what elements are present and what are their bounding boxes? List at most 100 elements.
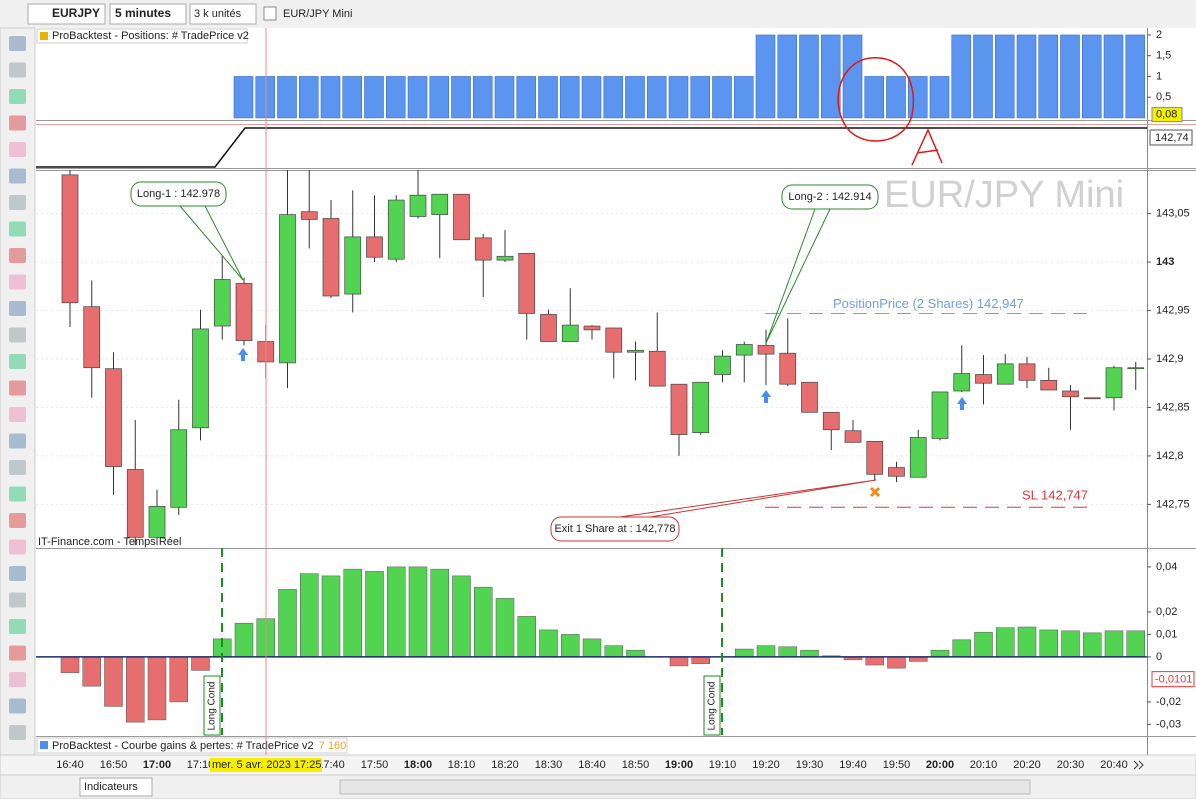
tool-icon[interactable] (9, 195, 26, 210)
y-tick-label: 142,75 (1156, 498, 1190, 510)
position-bar (777, 34, 798, 119)
candle-body (735, 344, 753, 356)
annotation-pointer (179, 205, 244, 281)
panel-title-text: ProBacktest - Courbe gains & pertes: # T… (52, 740, 314, 752)
x-tick-label: 20:40 (1100, 759, 1128, 771)
indicators-button[interactable] (79, 777, 153, 797)
price-axis (1148, 28, 1196, 755)
position-bar (646, 76, 667, 119)
candle-body (192, 328, 209, 429)
candle-body (953, 373, 971, 392)
x-tick-label: 20:00 (926, 759, 954, 771)
tool-icon[interactable] (9, 725, 26, 740)
tool-icon[interactable] (9, 486, 26, 502)
units: 3 k unités (194, 8, 242, 20)
scrollbar[interactable] (339, 779, 1031, 795)
position-bar (364, 76, 384, 119)
tool-icon[interactable] (9, 619, 26, 634)
candle-body (496, 255, 514, 261)
equity-bar (952, 639, 971, 658)
candle-body (561, 324, 579, 342)
equity-bar (1061, 630, 1080, 658)
units-box[interactable] (189, 3, 257, 25)
tool-icon[interactable] (9, 62, 26, 78)
equity-bar (756, 645, 776, 658)
tool-icon[interactable] (9, 89, 26, 104)
equity-bar (1104, 630, 1124, 658)
marker-label: 0,08 (1156, 109, 1177, 121)
tool-icon[interactable] (9, 566, 26, 581)
y-tick-label: 143 (1156, 256, 1174, 268)
candle-body (627, 349, 644, 353)
tool-icon[interactable] (9, 407, 26, 422)
timeframe-box[interactable] (109, 3, 187, 25)
equity-bar (800, 649, 819, 658)
condition-box (203, 675, 221, 736)
tool-icon[interactable] (9, 142, 26, 157)
symbol-box[interactable] (27, 3, 106, 25)
tool-icon[interactable] (9, 248, 26, 263)
position-bar (712, 76, 732, 119)
tool-icon[interactable] (9, 354, 26, 369)
x-tick-label: 18:30 (535, 759, 563, 771)
tool-icon[interactable] (9, 645, 26, 661)
buy-arrow (957, 397, 967, 410)
x-tick-label: 19:10 (709, 759, 737, 771)
tool-icon[interactable] (9, 698, 26, 714)
x-tick-label: 19:40 (839, 759, 867, 771)
window-title: EUR/JPY Mini (283, 8, 352, 20)
tool-icon[interactable] (9, 592, 26, 608)
position-bar (994, 34, 1015, 119)
y-tick-label: 142,85 (1156, 401, 1190, 413)
position-bar (886, 76, 906, 119)
tool-icon[interactable] (9, 460, 26, 475)
tool-icon[interactable] (9, 168, 26, 184)
tool-icon[interactable] (9, 221, 26, 237)
candle-body (235, 283, 253, 341)
equity-bar (234, 622, 254, 658)
candle-body (757, 345, 775, 355)
tool-icon[interactable] (9, 513, 26, 528)
equity-bar (735, 648, 754, 658)
x-tick-label: 17:40 (317, 759, 345, 771)
equity-bar (408, 566, 428, 658)
equity-label-box (1149, 129, 1193, 146)
equity-bar (278, 589, 297, 658)
equity-bar (1017, 626, 1037, 658)
info-icon[interactable] (263, 6, 277, 21)
cursor-label: mer. 5 avr. 2023 17:25 (212, 759, 321, 771)
candle-body (888, 467, 905, 477)
y-tick-label: 0,04 (1156, 561, 1177, 573)
position-bar (298, 76, 319, 119)
panel-icon (40, 741, 48, 749)
tool-icon[interactable] (9, 539, 26, 555)
position-bar (973, 34, 993, 119)
tool-icon[interactable] (9, 327, 26, 343)
candle-body (822, 411, 840, 431)
x-tick-label: 16:40 (56, 759, 84, 771)
candle-body (779, 352, 797, 385)
annotation-pointer (619, 479, 877, 518)
tool-icon[interactable] (9, 433, 26, 449)
y-tick-label: -0,03 (1156, 718, 1181, 730)
position-bar (755, 34, 776, 119)
tool-icon[interactable] (9, 380, 26, 396)
position-bar (342, 76, 363, 119)
position-bar (516, 76, 537, 119)
position-bar (864, 76, 885, 119)
tool-icon[interactable] (9, 36, 26, 51)
annotation-pointer (765, 208, 831, 344)
tool-icon[interactable] (9, 301, 26, 316)
tool-icon[interactable] (9, 274, 26, 290)
x-tick-label: 18:50 (622, 759, 650, 771)
drawing-letter (911, 128, 943, 166)
condition-box (703, 675, 721, 736)
position-bar (407, 76, 428, 119)
scroll-right[interactable] (1133, 760, 1144, 770)
source-label: IT-Finance.com - Temps Réel (38, 536, 181, 548)
candle-body (583, 325, 601, 331)
tool-icon[interactable] (9, 115, 26, 131)
tool-icon[interactable] (9, 672, 26, 687)
candle-body (909, 437, 927, 478)
